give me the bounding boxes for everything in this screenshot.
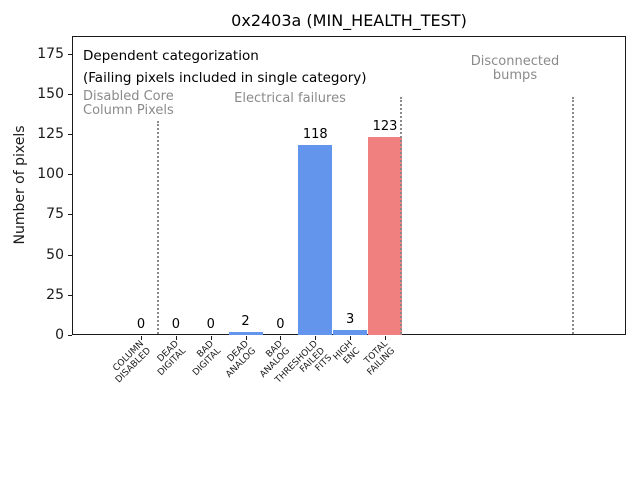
x-tick (141, 336, 142, 340)
y-tick (68, 335, 72, 336)
annotation-dependent-categorization: Dependent categorization (Failing pixels… (83, 45, 367, 89)
y-tick-label: 75 (46, 206, 64, 223)
region-separator-line (571, 97, 574, 334)
y-tick-label: 175 (37, 45, 64, 62)
chart-title: 0x2403a (MIN_HEALTH_TEST) (231, 11, 467, 30)
region-label-electrical-failures: Electrical failures (234, 91, 346, 106)
y-tick (68, 134, 72, 136)
y-tick-label: 0 (55, 327, 64, 343)
y-tick-label: 125 (37, 126, 64, 143)
bar-value-label: 0 (171, 317, 180, 332)
x-tick (315, 336, 317, 340)
bar-value-label: 0 (276, 317, 285, 332)
y-tick-label: 50 (46, 246, 64, 263)
y-tick-label: 150 (37, 85, 64, 102)
x-tick (384, 336, 386, 340)
region-separator-line (156, 121, 159, 334)
bar-value-label: 0 (206, 317, 215, 332)
bar-value-label: 2 (241, 313, 250, 329)
region-label-disconnected-bumps: Disconnected bumps (471, 55, 559, 83)
x-tick (280, 336, 282, 340)
bar-threshold-failed-fits (298, 145, 333, 335)
x-tick (175, 336, 177, 340)
region-left-line-1: Disabled Core (83, 89, 174, 104)
bar-value-label: 3 (346, 312, 355, 328)
y-tick (68, 53, 72, 55)
bar-value-label: 118 (302, 127, 328, 143)
x-tick (350, 336, 352, 340)
y-tick (68, 214, 72, 216)
region-left-line-2: Column Pixels (83, 103, 174, 118)
x-tick (245, 336, 247, 340)
y-tick (68, 93, 72, 95)
bar-value-label: 123 (372, 119, 398, 135)
region-label-disabled-core: Disabled Core Column Pixels (83, 90, 174, 118)
annotation-line-2: (Failing pixels included in single categ… (83, 70, 367, 86)
bar-high-enc (333, 330, 368, 335)
y-tick (68, 174, 72, 176)
annotation-line-1: Dependent categorization (83, 48, 259, 64)
region-right-line-1: Disconnected (470, 54, 560, 69)
region-right-line-2: bumps (492, 68, 538, 83)
bar-value-label: 0 (136, 317, 146, 332)
region-separator-line (399, 97, 402, 334)
plot-area (72, 36, 626, 335)
y-tick-label: 100 (37, 166, 64, 183)
y-axis-label: Number of pixels (12, 125, 28, 245)
bar-dead-analog (228, 331, 263, 335)
y-tick (68, 294, 72, 296)
bar-total-failing (367, 137, 402, 335)
y-tick-label: 25 (46, 286, 64, 303)
x-tick (210, 336, 212, 340)
y-tick (68, 254, 72, 256)
